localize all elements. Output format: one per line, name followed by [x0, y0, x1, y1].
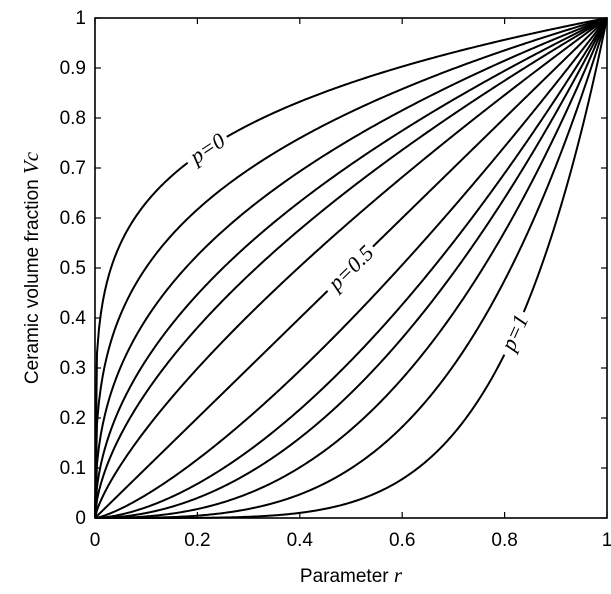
- y-tick-label: 0.6: [60, 208, 86, 229]
- curve-0: [94, 17, 608, 519]
- y-axis-variable: Vc: [19, 151, 43, 174]
- x-ticks: 0 0.2 0.4 0.6 0.8 1: [90, 18, 611, 551]
- curve-10: [95, 17, 608, 519]
- curve-11: [95, 17, 608, 519]
- y-axis-title-text: Ceramic volume fraction: [22, 174, 43, 384]
- y-tick-label: 0.4: [60, 308, 87, 329]
- y-tick-label: 0.8: [60, 108, 86, 129]
- y-tick-label: 0.7: [60, 158, 86, 179]
- curve-3: [94, 17, 608, 519]
- series-label-group: p=0: [181, 127, 232, 171]
- y-tick-label: 0.1: [60, 458, 86, 479]
- curve-9: [94, 17, 608, 519]
- curves: [94, 17, 608, 519]
- x-tick-label: 0.8: [491, 530, 517, 551]
- x-axis-title-text: Parameter: [300, 566, 394, 587]
- x-tick-label: 0.6: [389, 530, 415, 551]
- x-tick-label: 1: [602, 530, 611, 551]
- y-tick-label: 0.9: [60, 58, 86, 79]
- curve-1: [94, 17, 608, 519]
- y-tick-label: 0: [75, 508, 86, 529]
- x-tick-label: 0.4: [287, 530, 314, 551]
- x-axis-variable: r: [394, 563, 403, 587]
- y-ticks: 0 0.1 0.2 0.3 0.4 0.5 0.6 0.7 0.8 0.9 1: [60, 8, 607, 529]
- curve-7: [94, 17, 608, 519]
- y-tick-label: 0.5: [60, 258, 86, 279]
- curve-8: [94, 17, 608, 519]
- y-tick-label: 1: [75, 8, 86, 29]
- curve-5: [94, 17, 608, 519]
- series-label-background: [494, 307, 534, 360]
- y-tick-label: 0.3: [60, 358, 86, 379]
- series-label-background: [319, 238, 380, 298]
- x-tick-label: 0.2: [184, 530, 210, 551]
- y-tick-label: 0.2: [60, 408, 86, 429]
- series-label-background: [181, 127, 232, 171]
- series-label-group: p=0.5: [319, 238, 380, 298]
- curve-2: [94, 17, 608, 519]
- x-axis-title: Parameter r: [300, 563, 403, 587]
- x-tick-label: 0: [90, 530, 101, 551]
- curve-4: [94, 17, 608, 519]
- plot-frame: [94, 17, 608, 519]
- series-label-group: p=1: [494, 307, 534, 360]
- y-axis-title: Ceramic volume fraction Vc: [19, 151, 43, 384]
